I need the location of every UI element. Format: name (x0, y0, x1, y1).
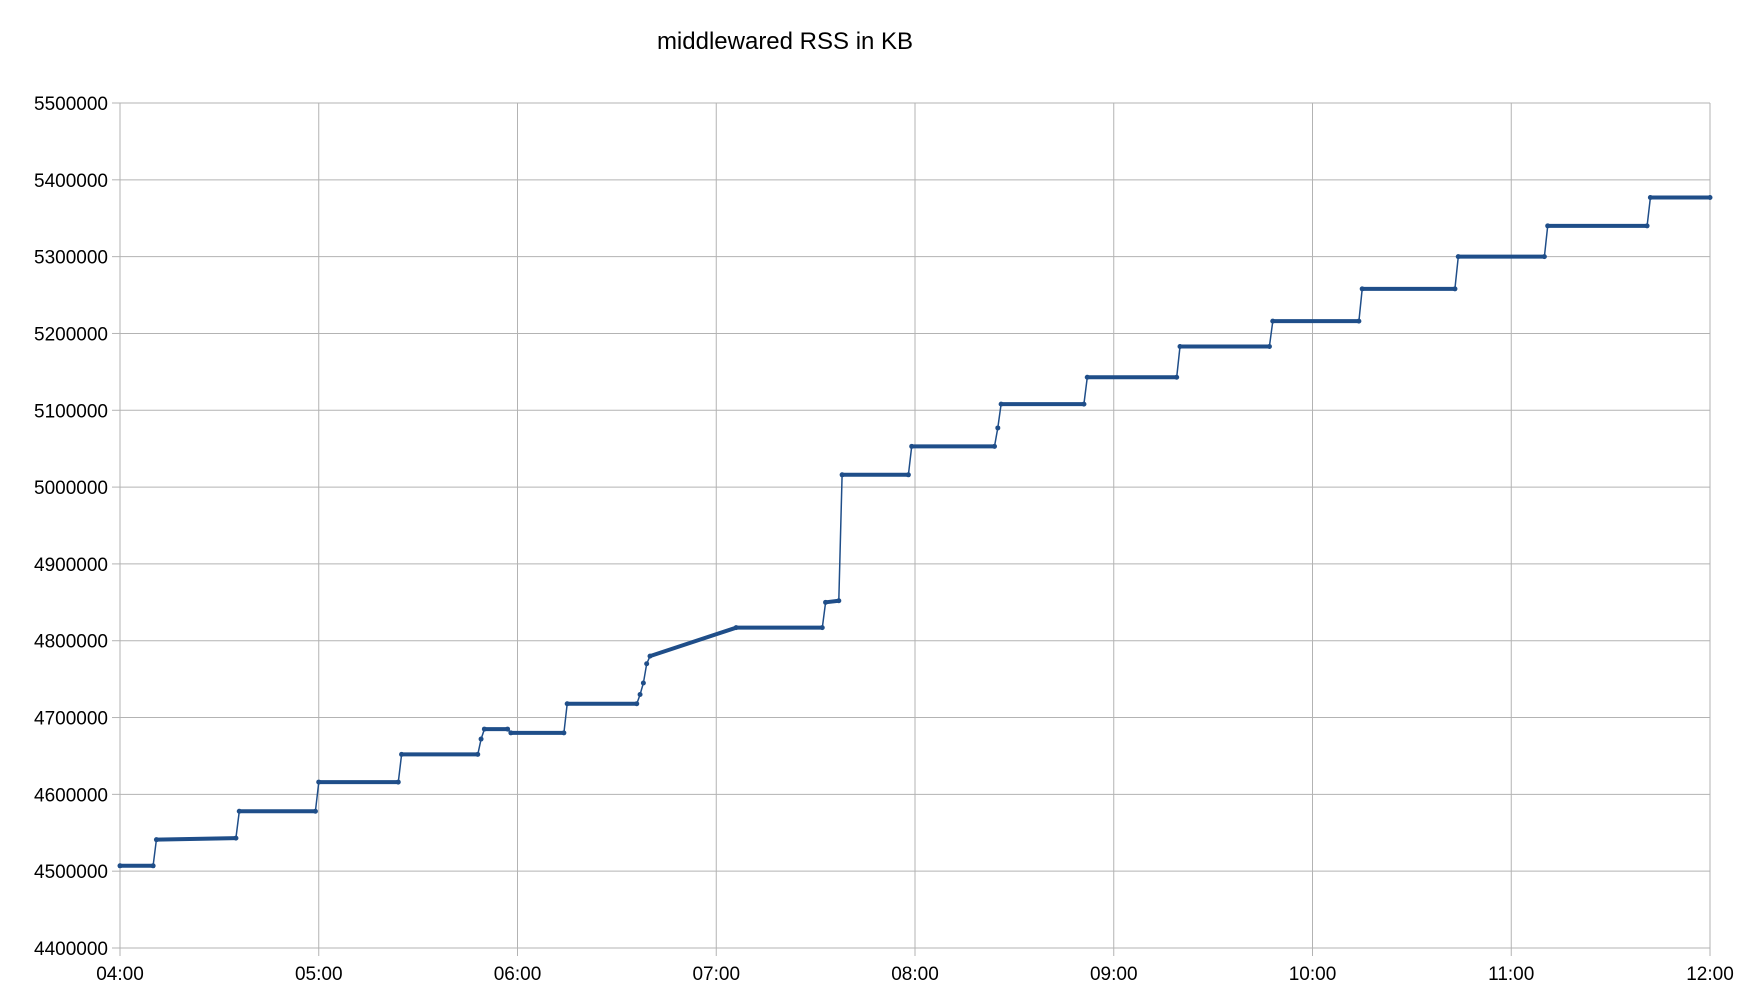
data-point (1270, 318, 1276, 324)
data-point (644, 661, 650, 667)
data-point (1177, 344, 1183, 350)
data-point (998, 401, 1004, 407)
data-point (1452, 286, 1458, 292)
data-point (1545, 223, 1551, 229)
y-tick-label: 5500000 (34, 94, 108, 115)
data-point (561, 730, 567, 736)
data-point (992, 443, 997, 449)
y-tick-label: 4600000 (34, 785, 108, 806)
y-tick-label: 5100000 (34, 401, 108, 422)
data-point (1647, 194, 1653, 200)
data-point (236, 808, 242, 814)
data-point (1174, 374, 1180, 380)
data-point (637, 692, 643, 697)
data-point (733, 625, 739, 631)
data-point (481, 726, 487, 732)
data-point (634, 701, 640, 707)
data-point (564, 701, 570, 707)
data-point (508, 730, 514, 736)
y-tick-label: 5200000 (34, 324, 108, 345)
data-point (1644, 223, 1650, 229)
series-layer (117, 194, 1713, 869)
y-tick-label: 4700000 (34, 709, 108, 730)
data-point (839, 472, 845, 478)
y-tick-label: 5400000 (34, 171, 108, 192)
y-tick-label: 5000000 (34, 478, 108, 499)
data-point (1356, 318, 1362, 324)
data-point (395, 779, 401, 785)
grid-lines (119, 102, 1711, 949)
data-point (478, 736, 484, 742)
data-point (909, 443, 915, 449)
data-point (150, 863, 156, 869)
x-tick-label: 11:00 (1488, 964, 1534, 985)
y-tick-label: 4500000 (34, 862, 108, 883)
data-point (1541, 254, 1547, 260)
x-tick-label: 06:00 (494, 964, 542, 985)
chart-title: middlewared RSS in KB (656, 28, 914, 55)
x-tick-label: 12:00 (1686, 964, 1734, 985)
data-point (1084, 374, 1090, 380)
y-tick-label: 4800000 (34, 632, 108, 653)
data-point (1081, 401, 1087, 407)
x-tick-label: 09:00 (1090, 964, 1138, 985)
data-point (475, 751, 481, 757)
y-tick-label: 5300000 (34, 248, 108, 269)
data-point (819, 625, 825, 631)
axes (112, 102, 1711, 956)
data-point (905, 472, 911, 478)
data-point (647, 653, 653, 659)
data-point (836, 598, 842, 604)
data-point (316, 779, 322, 785)
data-point (995, 425, 1001, 431)
data-point (823, 599, 829, 605)
y-tick-label: 4900000 (34, 555, 108, 576)
data-point (117, 863, 123, 869)
x-tick-label: 10:00 (1289, 964, 1337, 985)
series-marker-segment (154, 836, 238, 842)
data-point (399, 751, 405, 757)
series-marker-segment (648, 625, 739, 659)
x-tick-label: 08:00 (891, 964, 939, 985)
data-point (1455, 254, 1461, 260)
data-point (505, 726, 511, 732)
tick-labels: 4400000 4500000 4600000 4700000 4800000 49000… (34, 94, 1734, 985)
data-point (640, 680, 646, 686)
data-point (1266, 344, 1272, 350)
x-tick-label: 04:00 (96, 964, 144, 985)
data-point (153, 837, 159, 843)
x-tick-label: 07:00 (692, 964, 740, 985)
x-tick-label: 05:00 (295, 964, 343, 985)
y-tick-label: 4400000 (34, 939, 108, 960)
data-point (1707, 194, 1713, 200)
data-point (1359, 286, 1365, 292)
data-point (312, 808, 318, 814)
series-line (120, 196, 1710, 867)
data-point (233, 835, 239, 841)
